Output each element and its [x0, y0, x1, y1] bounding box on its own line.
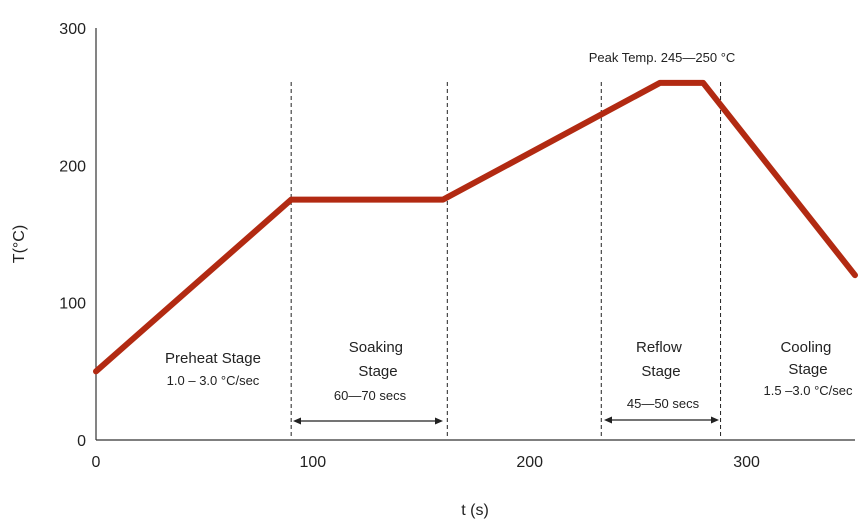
- x-tick-label: 200: [516, 454, 543, 471]
- temperature-profile-line: [93, 79, 858, 375]
- soaking-arrow-head-right: [435, 417, 443, 425]
- cooling-stage-label-line2: Stage: [788, 361, 827, 378]
- soaking-stage-label-line1: Soaking: [349, 339, 403, 356]
- y-tick-label: 0: [77, 433, 86, 450]
- reflow-stage-duration: 45—50 secs: [627, 396, 700, 411]
- soaking-stage-label: Soaking Stage: [349, 339, 407, 380]
- reflow-arrow-head-left: [604, 416, 612, 424]
- y-tick-label: 100: [59, 296, 86, 313]
- y-tick-label: 300: [59, 21, 86, 38]
- soaking-stage-label-line2: Stage: [358, 363, 397, 380]
- reflow-arrow-head-right: [711, 416, 719, 424]
- soaking-duration-arrow: [293, 417, 443, 425]
- x-tick-label: 300: [733, 454, 760, 471]
- soaking-stage-duration: 60—70 secs: [334, 388, 407, 403]
- x-tick-label: 0: [92, 454, 101, 471]
- reflow-stage-label: Reflow Stage: [636, 339, 686, 380]
- peak-temp-annotation: Peak Temp. 245—250 °C: [589, 50, 736, 65]
- y-tick-label: 200: [59, 158, 86, 175]
- y-axis-label: T(°C): [11, 225, 28, 263]
- reflow-stage-label-line1: Reflow: [636, 339, 682, 356]
- reflow-duration-arrow: [604, 416, 719, 424]
- x-tick-label: 100: [300, 454, 327, 471]
- cooling-stage-rate: 1.5 –3.0 °C/sec: [763, 383, 853, 398]
- cooling-stage-label-line1: Cooling: [780, 339, 831, 356]
- preheat-stage-label: Preheat Stage: [165, 350, 261, 367]
- reflow-stage-label-line2: Stage: [641, 363, 680, 380]
- cooling-stage-label: Cooling Stage: [780, 339, 835, 378]
- x-axis-label: t (s): [461, 502, 489, 519]
- soaking-arrow-head-left: [293, 417, 301, 425]
- preheat-stage-rate: 1.0 – 3.0 °C/sec: [167, 373, 260, 388]
